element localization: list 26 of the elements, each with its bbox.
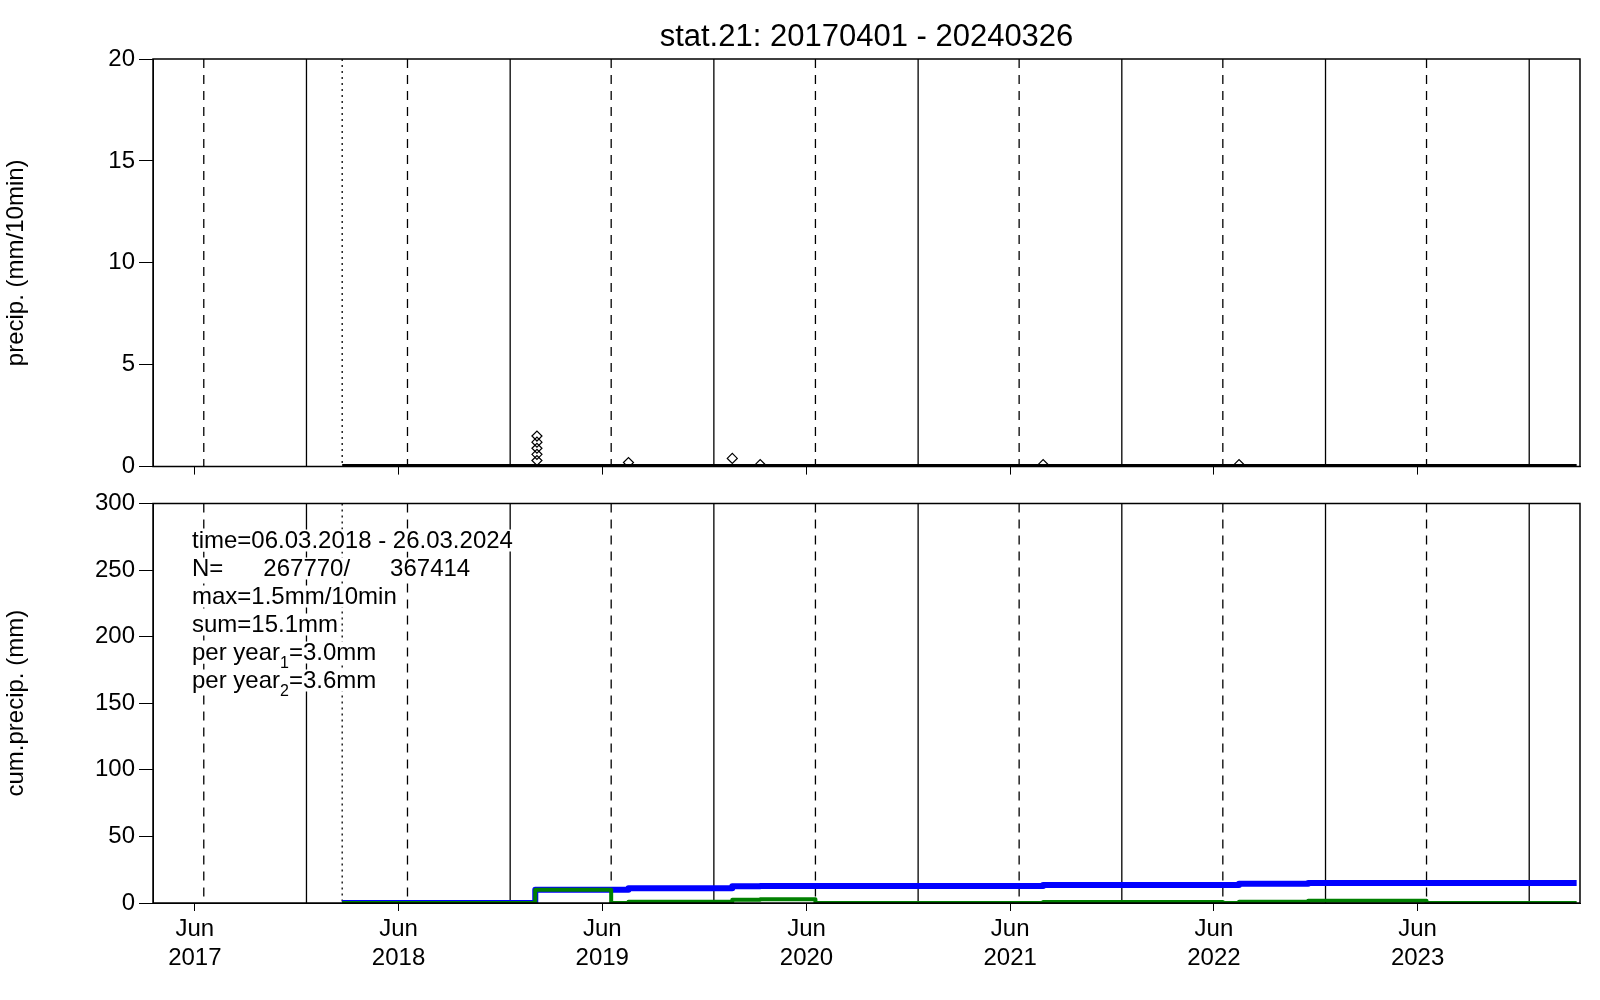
x-tick-label: Jun 2021 <box>983 914 1037 970</box>
y-tick-label: 20 <box>108 43 135 71</box>
y-tick-label: 5 <box>121 349 135 377</box>
y-tick-label: 0 <box>121 887 135 915</box>
x-tick-label: Jun 2017 <box>168 914 222 970</box>
x-tick-label: Jun 2018 <box>371 914 426 970</box>
x-tick-label: Jun 2020 <box>779 914 834 970</box>
x-tick-label: Jun 2022 <box>1187 914 1241 970</box>
chart-title: stat.21: 20170401 - 20240326 <box>659 18 1074 53</box>
annotation: sum=15.1mm <box>192 610 339 638</box>
y-tick-label: 250 <box>94 554 135 582</box>
annotation: N= 267770/ 367414 <box>192 554 471 582</box>
y-tick-label: 100 <box>94 754 135 782</box>
y-tick-label: 15 <box>108 145 135 173</box>
y-axis-title: precip. (mm/10min) <box>1 159 29 367</box>
x-tick-label: Jun 2023 <box>1390 914 1445 970</box>
y-tick-label: 150 <box>94 687 135 715</box>
y-tick-label: 50 <box>108 821 135 849</box>
y-tick-label: 200 <box>94 621 135 649</box>
y-axis-title: cum.precip. (mm) <box>1 609 29 797</box>
y-tick-label: 300 <box>94 488 135 516</box>
annotation: max=1.5mm/10min <box>192 582 397 610</box>
x-tick-label: Jun 2019 <box>575 914 629 970</box>
y-tick-label: 10 <box>108 247 135 275</box>
y-tick-label: 0 <box>121 451 135 479</box>
annotation: time=06.03.2018 - 26.03.2024 <box>192 526 513 554</box>
